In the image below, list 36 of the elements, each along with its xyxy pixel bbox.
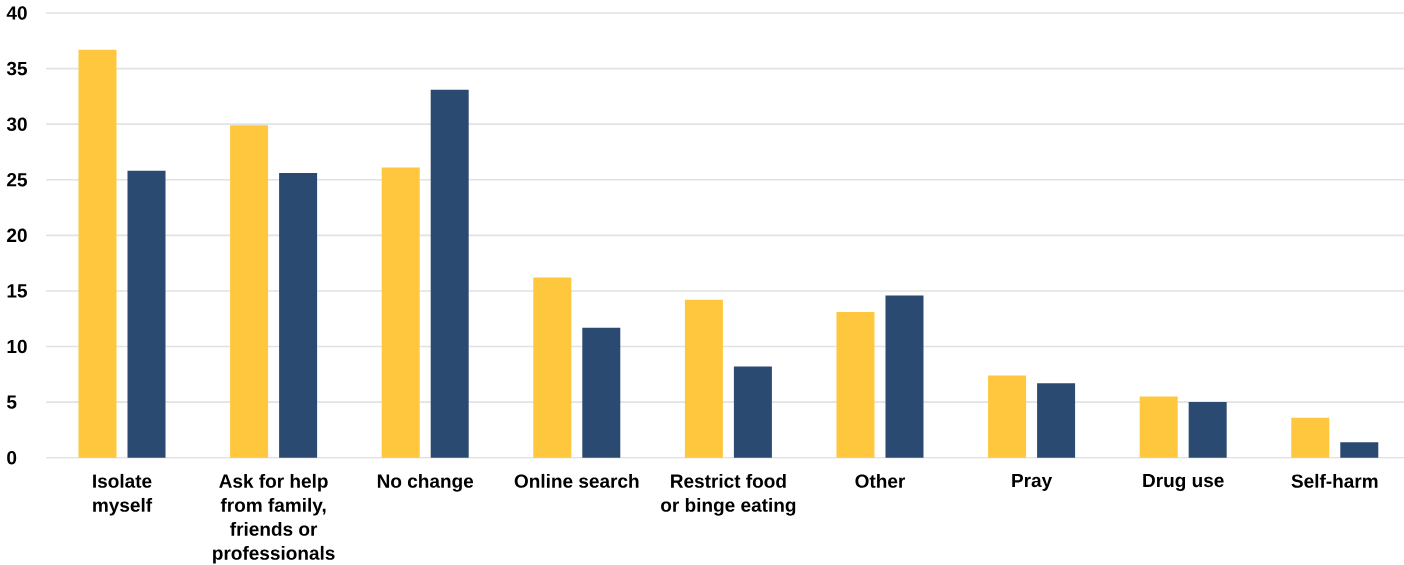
bar <box>78 49 117 458</box>
x-tick-label: Isolate myself <box>93 473 153 516</box>
y-tick-label: 25 <box>7 173 27 187</box>
bar <box>533 277 572 458</box>
y-tick-label: 15 <box>7 284 27 298</box>
bar <box>988 375 1027 458</box>
x-tick-label: Restrict food or binge eating <box>661 473 796 516</box>
bar <box>1037 383 1076 458</box>
y-tick-label: 35 <box>6 61 27 76</box>
bar <box>684 299 723 458</box>
y-tick-label: 40 <box>6 6 27 20</box>
x-tick-label: No change <box>377 473 474 492</box>
y-tick-label: 0 <box>7 450 17 465</box>
bar <box>230 125 269 458</box>
y-tick-label: 20 <box>7 228 27 243</box>
x-tick-label: Online search <box>514 473 639 488</box>
x-tick-label: Ask for help from family, friends or professionals <box>213 473 335 564</box>
y-tick-label: 10 <box>7 339 27 354</box>
x-tick-label: Drug use <box>1143 473 1224 491</box>
bar <box>733 366 772 458</box>
bar <box>885 295 924 458</box>
bar <box>127 170 166 458</box>
bar <box>279 173 318 458</box>
x-tick-label: Pray <box>1012 473 1053 491</box>
bar <box>381 167 420 458</box>
bar <box>1139 396 1178 458</box>
bar <box>582 327 621 458</box>
bar <box>1291 417 1330 458</box>
bar <box>1340 442 1379 458</box>
bar <box>836 312 875 458</box>
y-tick-label: 30 <box>6 117 27 131</box>
y-tick-label: 5 <box>6 395 17 409</box>
bar <box>1188 402 1227 458</box>
bar <box>430 89 469 458</box>
x-tick-label: Self-harm <box>1291 473 1378 488</box>
x-tick-label: Other <box>855 473 906 488</box>
